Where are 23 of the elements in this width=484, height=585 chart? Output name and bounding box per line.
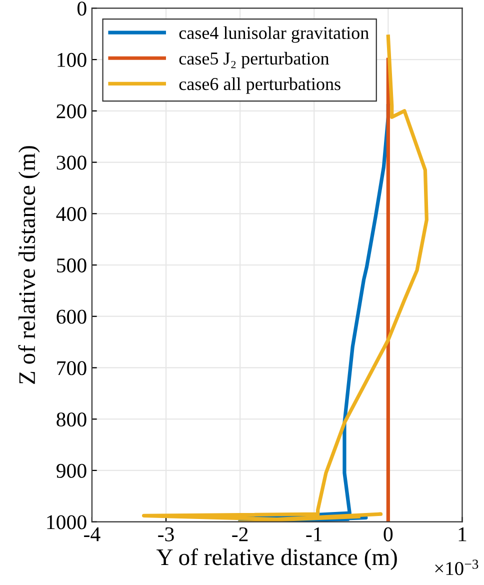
y-tick-label: 0 — [77, 2, 86, 16]
x-tick-label: 1 — [458, 527, 466, 542]
y-tick-label: 900 — [56, 464, 86, 478]
y-tick-label: 600 — [56, 310, 86, 324]
y-tick-label: 700 — [57, 361, 86, 376]
x-tick-label: -3 — [158, 527, 174, 542]
y-tick-label: 1000 — [47, 515, 86, 530]
y-tick-label: 800 — [56, 412, 86, 427]
x-tick-label: 0 — [384, 527, 393, 542]
legend-label: case5 J₂ perturbation — [179, 52, 330, 68]
y-tick-label: 200 — [56, 104, 86, 118]
y-tick-label: 100 — [58, 52, 86, 67]
text: ×10$^{−3}$ — [435, 560, 478, 576]
x-tick-label: -1 — [306, 527, 322, 542]
y-tick-label: 400 — [56, 207, 86, 222]
legend-label: case6 all perturbations — [179, 77, 340, 94]
y-tick-label: 500 — [57, 258, 86, 272]
y-axis-title: Z of relative distance (m) — [18, 146, 40, 384]
x-tick-label: -2 — [232, 527, 248, 542]
y-tick-label: 300 — [56, 156, 86, 170]
legend-label: case4 lunisolar gravitation — [179, 26, 369, 43]
x-tick-label: -4 — [84, 527, 100, 542]
x-axis-title: Y of relative distance (m) — [156, 548, 397, 570]
